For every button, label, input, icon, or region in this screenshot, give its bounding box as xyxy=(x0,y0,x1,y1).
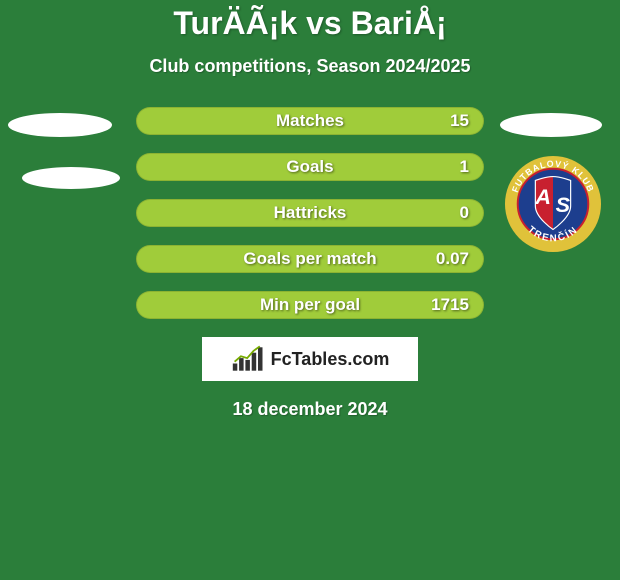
left-player-column xyxy=(8,107,118,189)
stat-value: 0.07 xyxy=(436,246,469,272)
right-player-column: FUTBALOVÝ KLUB TRENČÍN A S xyxy=(500,107,612,253)
brand-link[interactable]: FcTables.com xyxy=(202,337,418,381)
stat-value: 15 xyxy=(450,108,469,134)
shield-letter-s: S xyxy=(556,192,571,217)
player-photo-placeholder xyxy=(500,113,602,137)
club-crest: FUTBALOVÝ KLUB TRENČÍN A S xyxy=(504,155,602,253)
stat-bar: Goals per match0.07 xyxy=(136,245,484,273)
stat-value: 1715 xyxy=(431,292,469,318)
stat-value: 1 xyxy=(460,154,469,180)
stats-bars: Matches15 Goals1 Hattricks0 Goals per match… xyxy=(136,107,484,319)
stat-label: Goals per match xyxy=(137,246,483,272)
stat-label: Hattricks xyxy=(137,200,483,226)
stat-bar: Goals1 xyxy=(136,153,484,181)
club-logo-placeholder xyxy=(22,167,120,189)
date-line: 18 december 2024 xyxy=(0,399,620,420)
stat-bar: Hattricks0 xyxy=(136,199,484,227)
shield-letter-a: A xyxy=(534,184,551,209)
brand-text: FcTables.com xyxy=(271,349,390,370)
stat-label: Goals xyxy=(137,154,483,180)
page-title: TurÄÃ¡k vs BariÅ¡ xyxy=(0,0,620,42)
player-photo-placeholder xyxy=(8,113,112,137)
brand-chart-icon xyxy=(231,345,267,373)
comparison-widget: TurÄÃ¡k vs BariÅ¡ Club competitions, Sea… xyxy=(0,0,620,580)
page-subtitle: Club competitions, Season 2024/2025 xyxy=(0,56,620,77)
stat-bar: Min per goal1715 xyxy=(136,291,484,319)
stat-label: Matches xyxy=(137,108,483,134)
crest-svg: FUTBALOVÝ KLUB TRENČÍN A S xyxy=(504,155,602,253)
content-row: Matches15 Goals1 Hattricks0 Goals per match… xyxy=(0,107,620,319)
stat-bar: Matches15 xyxy=(136,107,484,135)
stat-value: 0 xyxy=(460,200,469,226)
